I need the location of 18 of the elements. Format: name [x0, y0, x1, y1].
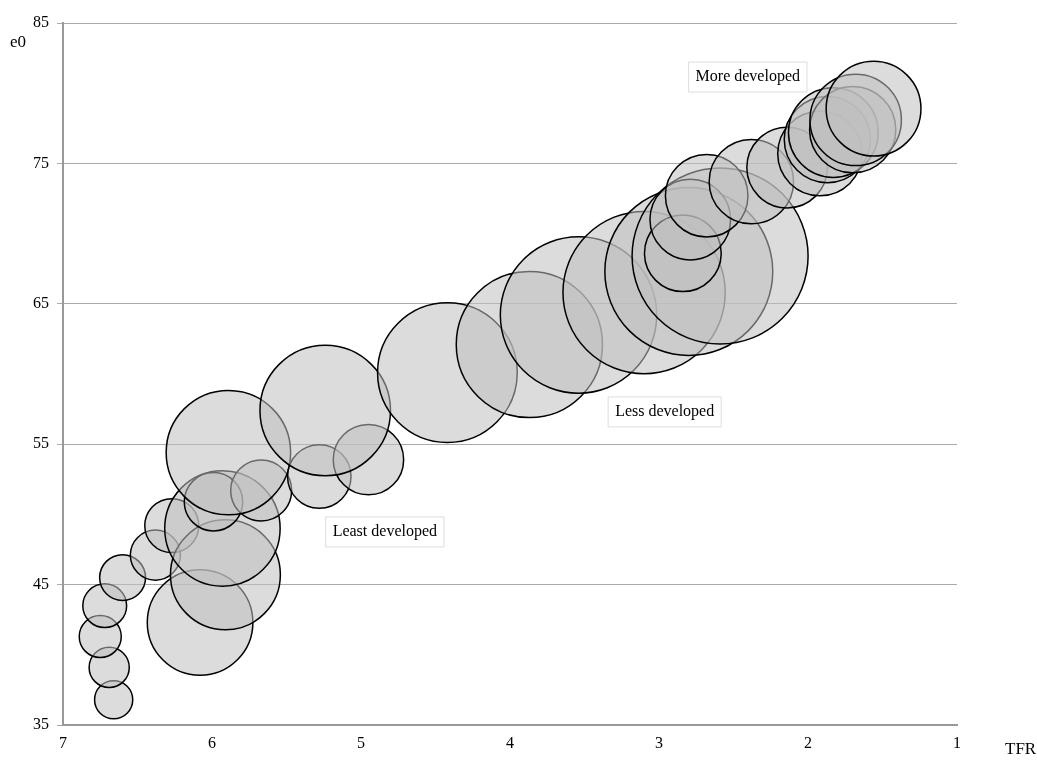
- x-tick-label: 1: [953, 733, 961, 751]
- x-axis-title: TFR: [1005, 739, 1037, 759]
- y-tick-label: 45: [33, 574, 49, 592]
- y-tick-label: 35: [33, 715, 49, 733]
- y-tick-label: 75: [33, 153, 49, 171]
- y-axis-title: e0: [10, 32, 27, 52]
- y-tick-label: 65: [33, 294, 49, 311]
- y-tick-label: 85: [33, 13, 49, 31]
- annotation: Less developed: [615, 402, 715, 421]
- x-tick-label: 7: [59, 733, 67, 751]
- x-tick-label: 2: [804, 733, 812, 751]
- y-tick-label: 55: [33, 434, 49, 452]
- x-tick-label: 3: [655, 733, 663, 751]
- x-tick-label: 4: [506, 733, 514, 751]
- annotation: More developed: [695, 67, 801, 86]
- x-tick-label: 5: [357, 733, 365, 751]
- x-tick-label: 6: [208, 733, 216, 751]
- annotation: Least developed: [332, 522, 438, 541]
